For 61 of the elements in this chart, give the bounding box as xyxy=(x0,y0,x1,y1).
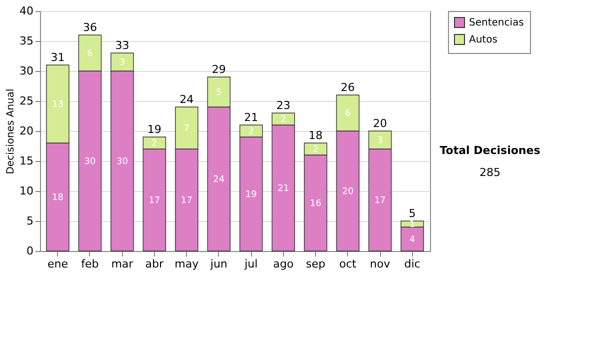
total-label: 5 xyxy=(408,207,416,220)
data-label: 24 xyxy=(213,175,225,185)
data-label: 17 xyxy=(374,196,386,206)
y-tick-label: 30 xyxy=(20,64,34,78)
x-tick-label: abr xyxy=(145,258,164,270)
data-label: 2 xyxy=(312,145,318,155)
total-label: 21 xyxy=(244,111,258,124)
y-tick-label: 20 xyxy=(20,124,34,138)
legend-label: Sentencias xyxy=(469,18,524,28)
x-tick-label: feb xyxy=(81,258,99,270)
data-label: 6 xyxy=(344,109,351,119)
data-label: 3 xyxy=(119,58,126,68)
x-tick-label: ago xyxy=(273,258,294,270)
data-label: 20 xyxy=(342,187,354,197)
total-label: 29 xyxy=(212,63,226,76)
data-label: 17 xyxy=(180,196,192,206)
data-label: 6 xyxy=(87,49,94,59)
total-label: 31 xyxy=(50,51,65,64)
x-tick-label: nov xyxy=(370,258,391,270)
y-tick-label: 15 xyxy=(20,154,34,168)
y-tick-label: 35 xyxy=(20,34,34,48)
data-label: 18 xyxy=(52,193,64,203)
data-label: 19 xyxy=(245,190,258,200)
data-label: 2 xyxy=(152,139,158,149)
total-label: 24 xyxy=(180,93,194,106)
total-label: 33 xyxy=(115,39,130,52)
total-label: 19 xyxy=(147,123,162,136)
data-label: 2 xyxy=(280,115,286,125)
total-label: 26 xyxy=(340,81,355,94)
data-label: 7 xyxy=(184,124,190,134)
x-tick-label: may xyxy=(174,258,200,270)
y-tick-label: 5 xyxy=(26,214,34,228)
data-label: 30 xyxy=(116,157,128,167)
y-axis-title: Decisiones Anual xyxy=(6,88,17,174)
total-label: 20 xyxy=(373,117,388,130)
y-tick-label: 0 xyxy=(26,244,34,258)
x-tick-label: jul xyxy=(244,258,258,270)
text: 285 xyxy=(480,166,500,179)
x-tick-label: mar xyxy=(111,258,134,270)
data-label: 13 xyxy=(52,100,64,110)
total-label: 36 xyxy=(82,21,97,34)
data-label: 4 xyxy=(409,235,416,245)
x-tick-label: oct xyxy=(339,258,358,270)
y-tick-label: 40 xyxy=(20,4,34,18)
data-label: 16 xyxy=(310,199,322,209)
data-label: 3 xyxy=(377,136,383,146)
total-label: 18 xyxy=(308,129,323,142)
data-label: 17 xyxy=(148,196,160,206)
data-label: 30 xyxy=(84,157,96,167)
data-label: 21 xyxy=(278,184,290,194)
text: Total Decisiones xyxy=(440,144,541,157)
data-label: 5 xyxy=(216,88,222,98)
x-tick-label: jun xyxy=(209,258,228,270)
total-label: 23 xyxy=(276,99,290,112)
y-tick-label: 25 xyxy=(20,94,34,108)
x-tick-label: dic xyxy=(404,258,420,270)
y-tick-label: 10 xyxy=(20,184,34,198)
x-tick-label: sep xyxy=(306,258,326,270)
legend-label: Autos xyxy=(469,34,498,46)
data-label: 2 xyxy=(248,127,254,137)
x-tick-label: ene xyxy=(47,258,68,270)
